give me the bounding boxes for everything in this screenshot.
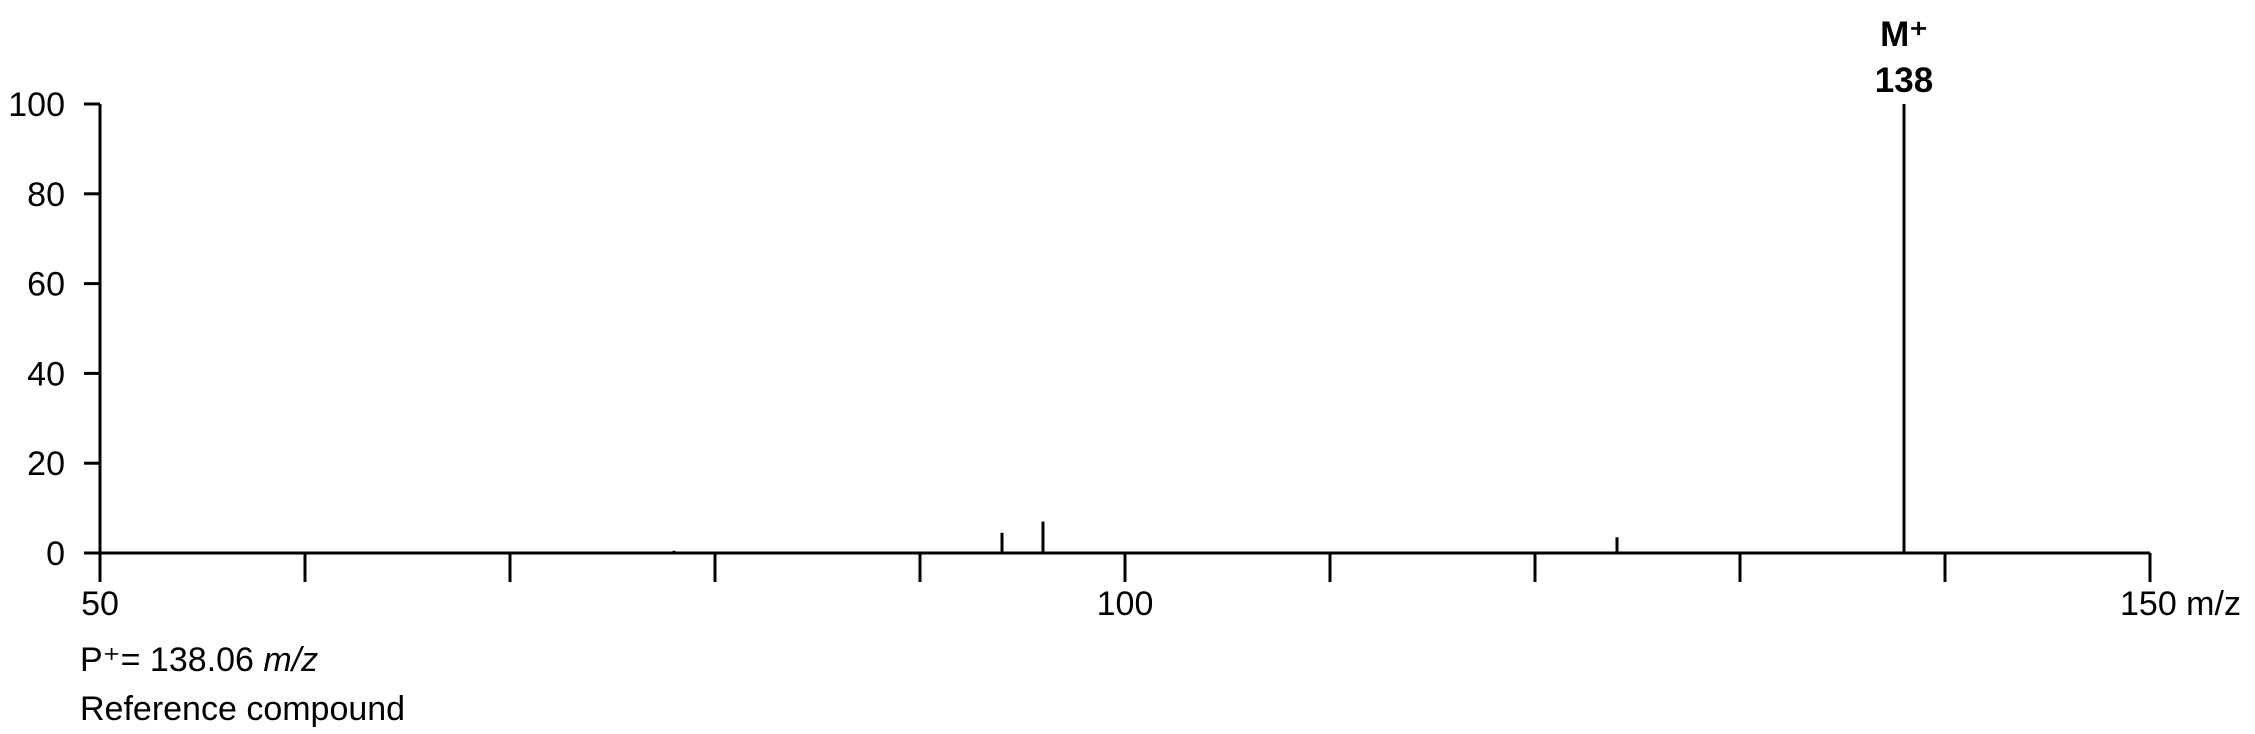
y-tick-label-60: 60 (27, 266, 65, 304)
x-tick-label-50: 50 (81, 585, 119, 623)
chart-notes: P⁺= 138.06 m/z Reference compound (80, 636, 405, 734)
peak-annotation-ion: M⁺ (1880, 15, 1928, 54)
peak-annotation-value: 138 (1875, 61, 1933, 100)
x-tick-label-100: 100 (1097, 585, 1154, 623)
caption: Reference compound (80, 690, 406, 728)
y-tick-label-100: 100 (8, 86, 65, 124)
y-tick-label-0: 0 (46, 535, 65, 573)
y-tick-label-80: 80 (27, 176, 65, 214)
precursor-ion-value: P⁺= 138.06 (80, 641, 254, 679)
y-tick-label-40: 40 (27, 355, 65, 393)
y-tick-label-20: 20 (27, 445, 65, 483)
x-tick-label-150: 150 m/z (2120, 585, 2241, 623)
precursor-ion-unit: m/z (263, 641, 319, 679)
precursor-ion-note: P⁺= 138.06 m/z (80, 636, 405, 685)
